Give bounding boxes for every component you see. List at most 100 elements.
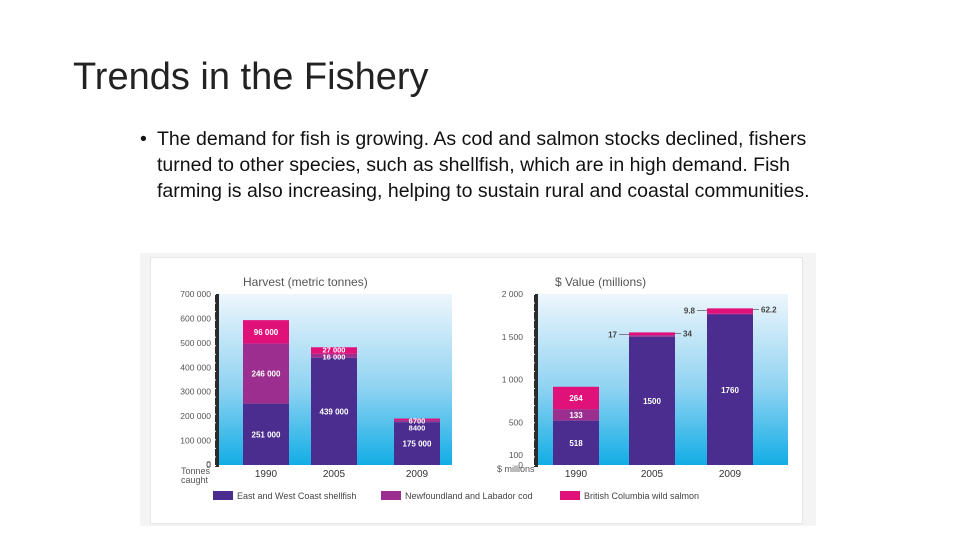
bar-segment [394,422,440,465]
data-label: 246 000 [252,370,281,379]
y-axis-tick-mark [532,294,535,295]
y-tick-label: 0 [206,460,211,470]
y-axis-tick-mark [213,447,216,449]
y-axis-tick-mark [532,456,535,458]
bar-segment [243,320,289,344]
y-axis-tick-mark [532,396,535,398]
bar-segment [311,347,357,354]
legend-swatch [213,491,233,500]
data-label: 17 [608,330,617,339]
y-axis-tick-mark [213,319,216,321]
bar-segment [394,420,440,423]
bar-segment [394,418,440,421]
y-axis-tick-mark [532,388,535,390]
y-axis-tick-mark [213,388,216,390]
x-tick-label: 1990 [255,469,278,480]
y-axis-tick-mark [213,379,216,381]
data-label: 96 000 [254,328,279,337]
bar-segment [553,386,599,410]
bar-segment [707,308,753,314]
x-axis-label: caught [181,475,209,485]
y-axis-tick-mark [532,430,535,432]
bar-segment [629,332,675,336]
legend-label: East and West Coast shellfish [237,491,356,501]
y-tick-label: 500 [509,417,523,427]
y-axis-tick-mark [532,319,535,321]
y-tick-label: 0 [206,459,211,469]
y-axis-tick-mark [213,294,216,295]
y-tick-label: 0 [518,460,523,470]
chart-figure: Harvest (metric tonnes) 0 100 000 200 000 30… [140,253,816,526]
y-axis-tick-mark [532,345,535,347]
y-tick-label: 600 000 [180,313,211,323]
chart-title: Harvest (metric tonnes) [243,275,368,289]
y-tick-label: 100 [509,450,523,460]
legend-label: British Columbia wild salmon [584,491,699,501]
y-axis-line [215,294,219,467]
y-axis-tick-mark [213,328,216,330]
y-axis-tick-mark [213,345,216,347]
bar-segment [629,335,675,337]
chart-title: $ Value (millions) [555,275,646,289]
y-axis-tick-mark [213,405,216,407]
bar-segment [311,353,357,358]
bar-segment [707,314,753,465]
x-tick-label: 2009 [719,469,742,480]
y-axis-tick-mark [532,370,535,372]
x-tick-label: 1990 [565,469,588,480]
x-tick-label: 2009 [406,469,429,480]
y-axis-tick-mark [532,353,535,355]
data-label: 518 [569,439,583,448]
y-tick-label: 500 000 [180,338,211,348]
bullet-item: • The demand for fish is growing. As cod… [140,126,840,204]
y-axis-tick-mark [213,413,216,415]
y-tick-label: 300 000 [180,387,211,397]
y-tick-label: 100 000 [180,436,211,446]
y-axis-tick-mark [532,413,535,415]
bullet-text: The demand for fish is growing. As cod a… [157,128,810,202]
chart-svg: Harvest (metric tonnes) 0 100 000 200 000 30… [180,275,788,501]
y-tick-label: 700 000 [180,289,211,299]
y-tick-label: 1 500 [502,332,524,342]
bar-segment [629,336,675,465]
chart-figure-panel: Harvest (metric tonnes) 0 100 000 200 000 30… [150,257,803,524]
y-axis-tick-mark [532,302,535,304]
y-axis-tick-mark [532,465,535,466]
data-label: 9.8 [684,306,696,315]
y-tick-label: 2 000 [502,289,524,299]
y-tick-label: 200 000 [180,411,211,421]
data-label: 439 000 [320,407,349,416]
data-label: 6700 [409,417,426,426]
bar-segment [243,403,289,465]
bar-segment [311,357,357,465]
data-label: 27 000 [323,345,346,354]
y-axis-tick-mark [213,396,216,398]
slide-title: Trends in the Fishery [73,56,429,98]
x-tick-label: 2005 [323,469,346,480]
bar-segment [243,343,289,404]
bar-segment [553,409,599,421]
x-axis-label: Tonnes [181,466,211,476]
y-axis-tick-mark [213,465,216,466]
y-axis-tick-mark [532,422,535,424]
y-axis-tick-mark [213,353,216,355]
bar-segment [707,313,753,315]
data-label: 133 [569,411,583,420]
y-axis-tick-mark [213,456,216,458]
y-axis-tick-mark [213,302,216,304]
y-axis-tick-mark [532,328,535,330]
legend-swatch [381,491,401,500]
y-axis-tick-mark [213,362,216,364]
bullet-icon: • [140,128,147,150]
x-tick-label: 2005 [641,469,664,480]
y-axis-tick-mark [532,336,535,338]
legend-label: Newfoundland and Labador cod [405,491,533,501]
bar-segment [553,420,599,465]
data-label: 16 000 [323,352,346,361]
y-axis-tick-mark [532,447,535,449]
legend-swatch [560,491,580,500]
y-axis-tick-mark [532,439,535,441]
data-label: 175 000 [403,440,432,449]
y-axis-tick-mark [213,311,216,313]
data-label: 1760 [721,386,739,395]
